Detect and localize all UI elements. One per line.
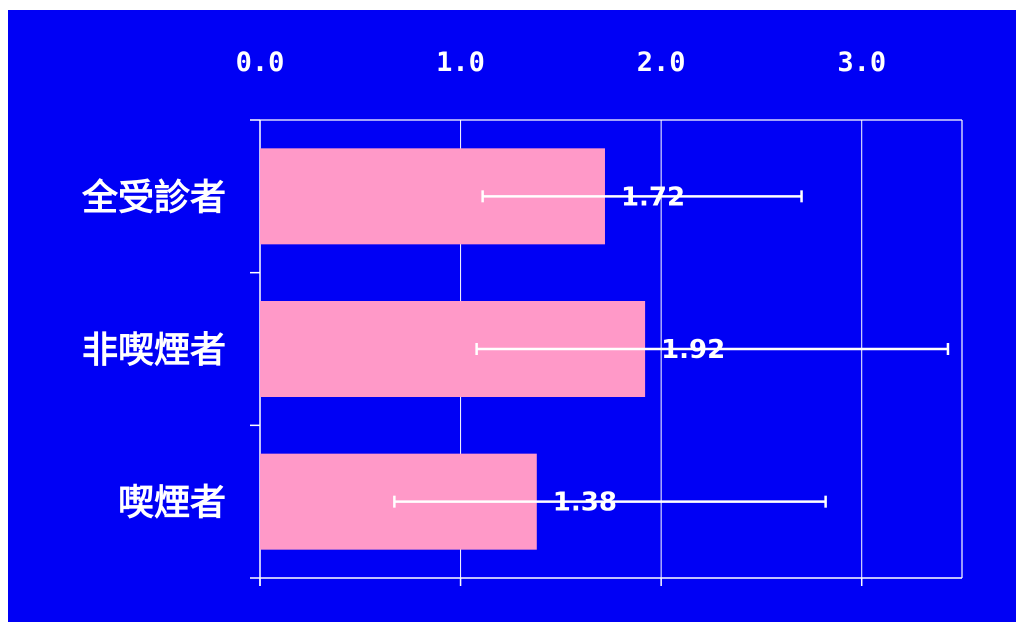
data-label: 1.38 bbox=[553, 488, 617, 518]
category-label: 非喫煙者 bbox=[82, 330, 226, 371]
x-tick-label: 1.0 bbox=[436, 47, 485, 78]
category-label: 喫煙者 bbox=[118, 483, 226, 524]
x-tick-label: 2.0 bbox=[637, 47, 686, 78]
x-tick-label: 0.0 bbox=[236, 47, 285, 78]
x-tick-label: 3.0 bbox=[837, 47, 886, 78]
data-label: 1.72 bbox=[621, 182, 685, 212]
data-label: 1.92 bbox=[661, 335, 725, 365]
category-label: 全受診者 bbox=[81, 176, 226, 218]
